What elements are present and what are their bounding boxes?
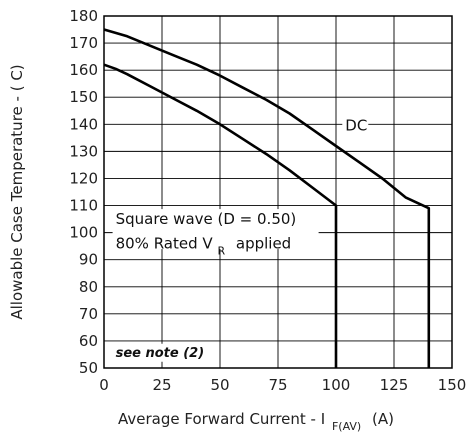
square-wave-label-background xyxy=(112,209,319,250)
y-tick-label: 120 xyxy=(69,169,98,187)
plot-frame xyxy=(103,15,453,369)
x-axis-title: Average Forward Current - I F(AV) (A) xyxy=(118,410,394,434)
x-axis-title-main: Average Forward Current - I xyxy=(118,410,325,428)
x-tick-label: 50 xyxy=(210,376,229,394)
x-tick-label: 150 xyxy=(438,376,467,394)
y-tick-label: 100 xyxy=(69,224,98,242)
y-tick-label: 80 xyxy=(79,278,98,296)
rated-voltage-text: 80% Rated V xyxy=(116,234,214,252)
y-tick-label: 150 xyxy=(69,88,98,106)
square-wave-label: Square wave (D = 0.50) xyxy=(116,210,297,228)
series-group xyxy=(103,28,431,368)
y-tick-label: 170 xyxy=(69,34,98,52)
see-note-label: see note (2) xyxy=(116,346,205,361)
y-tick-label: 90 xyxy=(79,251,98,269)
rated-voltage-label: 80% Rated V R applied xyxy=(116,234,292,258)
square-wave-series-line xyxy=(103,63,338,368)
y-tick-label: 110 xyxy=(69,197,98,215)
x-tick-label: 125 xyxy=(380,376,409,394)
dc-label-background xyxy=(342,116,369,135)
y-tick-label: 70 xyxy=(79,305,98,323)
dc-series-line xyxy=(103,28,431,368)
x-tick-labels: 0 25 50 75 100 125 150 xyxy=(99,376,466,394)
rated-voltage-subscript: R xyxy=(217,244,225,257)
x-axis-title-unit: (A) xyxy=(372,410,394,428)
dc-series-label: DC xyxy=(345,116,367,134)
applied-text: applied xyxy=(236,234,291,252)
y-axis-title: Allowable Case Temperature - ( C) xyxy=(8,64,26,319)
note-background xyxy=(112,343,213,362)
x-axis-title-subscript: F(AV) xyxy=(332,420,361,433)
x-tick-label: 0 xyxy=(99,376,109,394)
y-tick-label: 50 xyxy=(79,359,98,377)
y-tick-label: 140 xyxy=(69,115,98,133)
y-tick-labels: 50 60 70 80 90 100 110 120 130 140 150 160 170 180 xyxy=(69,7,98,377)
y-tick-label: 180 xyxy=(69,7,98,25)
x-tick-label: 100 xyxy=(322,376,351,394)
y-tick-label: 160 xyxy=(69,61,98,79)
x-tick-label: 75 xyxy=(268,376,287,394)
x-tick-label: 25 xyxy=(152,376,171,394)
y-tick-label: 130 xyxy=(69,142,98,160)
y-tick-label: 60 xyxy=(79,332,98,350)
